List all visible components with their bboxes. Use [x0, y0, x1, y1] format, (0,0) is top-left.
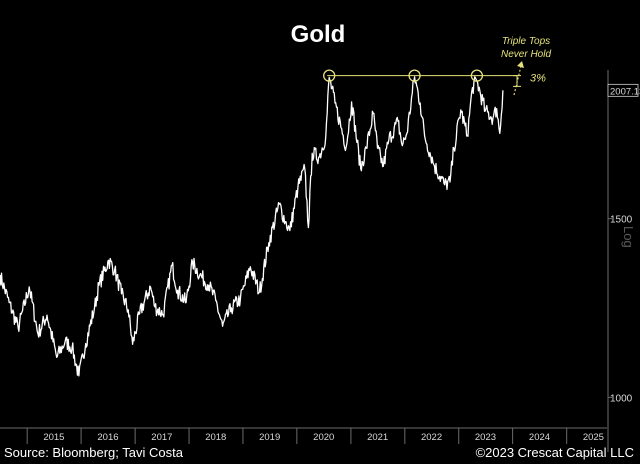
axis-scale-label: Log — [621, 226, 636, 248]
year-tick-label: 2023 — [475, 432, 496, 443]
triple-tops-annotation: 3% Triple Tops Never Hold — [323, 36, 551, 96]
year-tick-label: 2020 — [313, 432, 334, 443]
plot-area — [0, 76, 504, 377]
arrow-head-icon — [517, 61, 524, 68]
last-value-box — [607, 83, 639, 97]
peak-marker — [323, 69, 336, 82]
year-tick-label: 2024 — [529, 432, 550, 443]
copyright-note: ©2023 Crescat Capital LLC — [475, 445, 634, 460]
chart-title: Gold — [291, 21, 346, 48]
gap-bracket — [513, 75, 521, 87]
year-tick-label: 2021 — [367, 432, 388, 443]
annotation-line-2: Never Hold — [501, 49, 551, 60]
price-tick-label: 1500 — [610, 215, 633, 226]
peak-marker — [470, 69, 484, 82]
gap-label: 3% — [530, 73, 546, 85]
year-tick-label: 2015 — [43, 432, 64, 443]
year-tick-label: 2017 — [151, 432, 172, 443]
time-axis: 2015 2016 2017 2018 2019 2020 2021 2022 2023 2024… — [0, 427, 607, 444]
year-tick-label: 2018 — [205, 432, 226, 443]
annotation-line-1: Triple Tops — [502, 36, 550, 47]
arrow-up-icon — [513, 65, 522, 96]
year-tick-label: 2022 — [421, 432, 442, 443]
last-value-label: 2007.13 — [610, 86, 640, 97]
source-note: Source: Bloomberg; Tavi Costa — [4, 445, 183, 460]
year-tick-label: 2025 — [583, 432, 604, 443]
year-tick-label: 2019 — [259, 432, 280, 443]
footer: Source: Bloomberg; Tavi Costa ©2023 Cres… — [0, 442, 640, 464]
peak-marker — [408, 69, 421, 82]
price-tick-label: 1000 — [610, 393, 633, 404]
gold-price-line — [0, 76, 504, 377]
year-tick-label: 2016 — [97, 432, 118, 443]
